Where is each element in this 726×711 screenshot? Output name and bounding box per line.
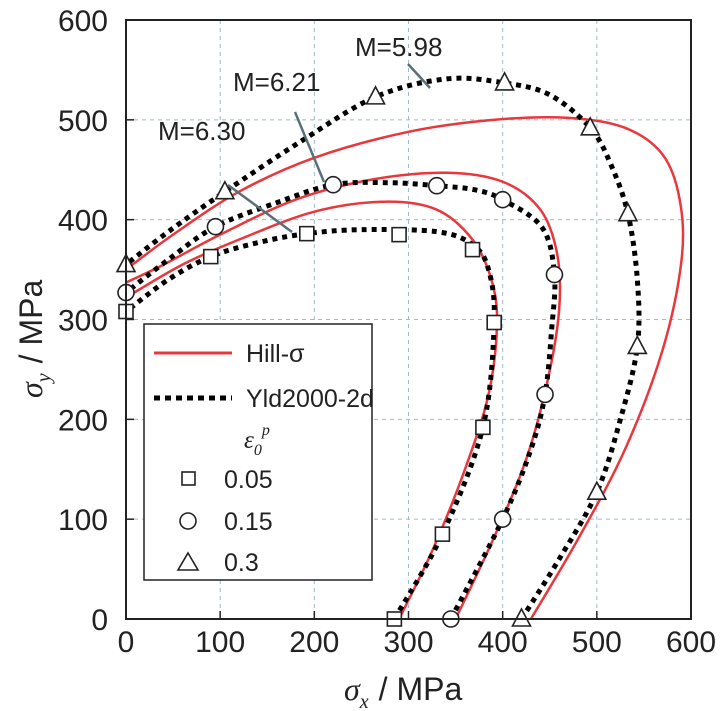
y-axis-symbol: σ <box>13 381 49 398</box>
data-point-circle <box>206 217 225 236</box>
data-point-square <box>298 225 315 242</box>
x-tick-label: 300 <box>383 626 433 659</box>
x-tick-label: 500 <box>572 626 622 659</box>
annotation-arrow-m621 <box>293 111 326 183</box>
x-axis-subscript: x <box>359 691 369 711</box>
y-axis-unit: / MPa <box>13 280 49 364</box>
annotation-m598: M=5.98 <box>355 32 442 62</box>
legend-circle-marker <box>179 512 197 530</box>
legend-marker-title-subscript: 0 <box>254 442 262 459</box>
data-point-triangle <box>365 85 386 105</box>
data-point-circle <box>545 265 564 284</box>
y-tick-label: 200 <box>58 404 108 437</box>
data-point-triangle <box>579 116 601 136</box>
legend: Hill-σ Yld2000-2d ε0 p 0.05 0.15 0.3 <box>143 323 374 581</box>
data-point-triangle <box>586 480 608 501</box>
y-tick-label: 600 <box>58 5 108 38</box>
legend-label-hill: Hill-σ <box>246 340 305 368</box>
x-axis-symbol: σ <box>344 671 361 707</box>
annotation-m630: M=6.30 <box>158 116 245 146</box>
data-point-square <box>464 241 481 258</box>
y-tick-label: 400 <box>58 205 108 238</box>
data-point-circle <box>324 175 342 194</box>
hill-curve-015 <box>125 171 562 620</box>
y-axis-title: σy / MPa <box>13 280 55 398</box>
x-tick-label: 0 <box>118 626 135 659</box>
hill-curve-03 <box>125 115 685 620</box>
data-point-circle <box>427 176 446 195</box>
data-point-square <box>202 248 219 265</box>
data-point-triangle <box>626 334 648 355</box>
legend-triangle-marker <box>176 551 200 571</box>
legend-marker-title-symbol: ε <box>244 427 254 454</box>
data-point-triangle <box>494 71 515 91</box>
y-axis-subscript: y <box>33 373 55 384</box>
legend-marker-title: ε0 p <box>244 422 270 459</box>
marker-layer <box>115 71 648 628</box>
x-axis-unit: / MPa <box>379 671 463 707</box>
data-point-triangle <box>511 607 532 627</box>
legend-box <box>143 323 373 581</box>
x-tick-label: 100 <box>195 626 245 659</box>
y-tick-label: 0 <box>91 604 108 637</box>
annotation-m621: M=6.21 <box>233 67 320 97</box>
legend-marker-title-superscript: p <box>261 422 270 439</box>
annotation-arrow-m630 <box>227 183 293 234</box>
data-point-triangle <box>617 201 639 222</box>
data-point-circle <box>493 510 512 528</box>
data-point-circle <box>493 190 512 209</box>
data-point-circle <box>536 385 554 404</box>
legend-square-marker <box>181 471 196 486</box>
x-tick-label: 200 <box>289 626 339 659</box>
legend-label-yld: Yld2000-2d <box>246 385 374 413</box>
legend-label-005: 0.05 <box>224 466 273 494</box>
x-tick-label: 600 <box>666 626 716 659</box>
data-point-square <box>486 314 502 331</box>
hill-curve-005 <box>125 200 499 620</box>
tick-layer: 0 100 200 300 400 500 600 0 100 200 300 400 500 600 <box>58 5 716 659</box>
data-point-square <box>434 526 451 542</box>
data-point-square <box>475 419 491 436</box>
x-axis-title: σx / MPa <box>344 671 462 711</box>
annotation-arrow-m598 <box>407 63 431 89</box>
legend-label-015: 0.15 <box>224 508 273 536</box>
y-tick-label: 300 <box>58 305 108 338</box>
y-tick-label: 100 <box>58 504 108 537</box>
y-tick-label: 500 <box>58 105 108 138</box>
x-tick-label: 400 <box>478 626 528 659</box>
data-point-square <box>391 226 407 243</box>
annotation-arrows <box>227 63 431 234</box>
legend-label-03: 0.3 <box>224 549 259 577</box>
data-point-triangle <box>214 180 236 200</box>
